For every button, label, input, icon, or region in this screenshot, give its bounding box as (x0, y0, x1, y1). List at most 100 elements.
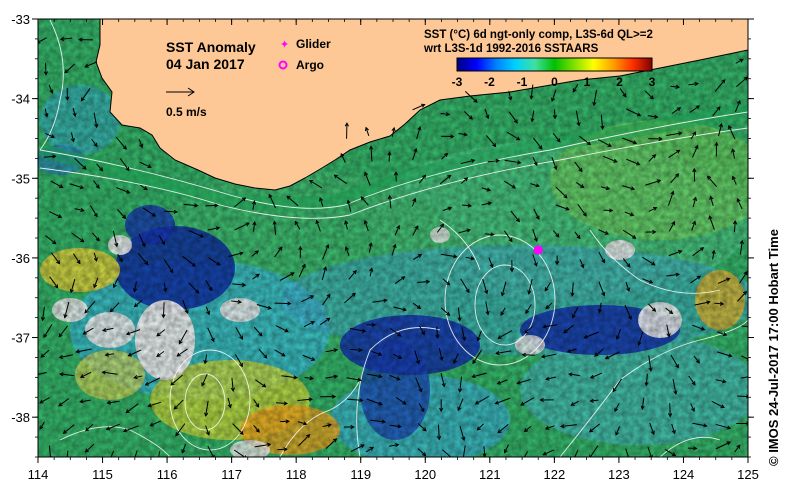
velocity-arrow (79, 399, 91, 404)
velocity-arrow (43, 154, 57, 159)
velocity-arrow (625, 281, 631, 293)
velocity-arrow (43, 63, 49, 76)
velocity-arrow (360, 196, 369, 206)
velocity-arrow (133, 299, 143, 308)
velocity-arrow (109, 302, 120, 313)
velocity-arrow (570, 282, 575, 297)
velocity-arrow (509, 259, 515, 273)
velocity-arrow (440, 307, 451, 316)
velocity-arrow (589, 372, 603, 379)
velocity-arrow (739, 270, 748, 284)
x-tick-label: 117 (221, 467, 242, 482)
velocity-arrow (488, 257, 494, 269)
velocity-arrow (325, 348, 339, 353)
velocity-arrow (333, 174, 347, 184)
velocity-arrow (255, 379, 267, 388)
velocity-arrow (614, 402, 620, 413)
velocity-arrow (322, 293, 331, 306)
velocity-arrow (460, 158, 476, 165)
velocity-arrow (645, 179, 662, 186)
velocity-arrow (40, 306, 46, 322)
velocity-arrow (84, 300, 96, 314)
velocity-arrow (459, 425, 466, 442)
velocity-arrow (256, 304, 272, 310)
x-tick-label: 115 (92, 467, 113, 482)
velocity-arrow (540, 353, 557, 359)
velocity-arrow (694, 300, 711, 306)
velocity-arrow (412, 302, 422, 310)
velocity-arrow (325, 374, 338, 379)
velocity-arrow (588, 423, 600, 433)
velocity-arrow (234, 197, 247, 208)
velocity-arrow (389, 424, 402, 429)
velocity-arrow (71, 232, 85, 243)
velocity-arrow (484, 232, 495, 237)
velocity-arrow (298, 263, 306, 278)
velocity-arrow (372, 298, 388, 303)
velocity-arrow (560, 424, 577, 429)
velocity-arrow (173, 399, 184, 410)
velocity-arrow (711, 249, 716, 260)
velocity-arrow (363, 219, 369, 232)
velocity-arrow (297, 397, 313, 402)
velocity-arrow (615, 426, 621, 436)
velocity-arrow (731, 148, 736, 159)
velocity-arrow (563, 324, 574, 334)
velocity-arrow (58, 398, 70, 407)
velocity-arrows (38, 36, 748, 457)
velocity-arrow (176, 348, 188, 357)
velocity-arrow (364, 126, 370, 136)
y-tick-label: -34 (11, 92, 30, 107)
velocity-arrow (417, 279, 431, 284)
velocity-arrow (716, 351, 733, 358)
coastal-band (38, 103, 748, 211)
velocity-arrow (84, 443, 95, 453)
velocity-arrow (504, 159, 522, 165)
velocity-arrow (73, 253, 81, 265)
velocity-arrow (579, 259, 585, 269)
velocity-arrow (369, 145, 374, 162)
plot-area (38, 19, 748, 457)
velocity-arrow (74, 207, 85, 213)
velocity-arrow (235, 327, 243, 340)
velocity-arrow (640, 397, 645, 410)
velocity-arrow (668, 149, 681, 158)
velocity-arrow (203, 354, 208, 365)
velocity-arrow (48, 211, 63, 218)
velocity-arrow (712, 106, 721, 117)
velocity-arrow (175, 423, 186, 437)
velocity-arrow (132, 281, 138, 293)
velocity-arrow (436, 424, 442, 441)
velocity-arrow (137, 252, 149, 266)
velocity-arrow (642, 278, 654, 284)
velocity-arrow (577, 204, 587, 217)
velocity-arrow (340, 152, 346, 163)
velocity-arrow (668, 220, 676, 232)
velocity-arrow (523, 426, 532, 433)
velocity-arrow (539, 397, 554, 403)
velocity-arrow (476, 330, 482, 342)
velocity-arrow (525, 304, 532, 314)
y-axis: -33-34-35-36-37-38 (11, 12, 754, 458)
velocity-arrow (59, 36, 73, 42)
colorbar-tick-label: 2 (616, 75, 623, 89)
velocity-arrow (481, 187, 492, 192)
velocity-arrow (75, 348, 92, 354)
scale-arrow-icon (166, 87, 195, 97)
velocity-arrow (597, 302, 603, 314)
velocity-arrow (457, 398, 464, 412)
velocity-arrow (149, 420, 161, 427)
velocity-arrow (576, 182, 585, 189)
velocity-arrow (302, 354, 316, 361)
velocity-arrow (485, 135, 497, 148)
velocity-arrow (367, 373, 383, 379)
velocity-arrow (708, 215, 715, 230)
x-axis: 114 115 116 117 118 119 120 121 122 123 124 125 (28, 19, 759, 482)
velocity-arrow (551, 89, 557, 102)
velocity-arrow (624, 211, 635, 217)
velocity-arrow (395, 396, 407, 405)
velocity-arrow (527, 278, 533, 295)
velocity-arrow (647, 114, 659, 119)
velocity-arrow (82, 327, 94, 335)
velocity-arrow (530, 183, 540, 188)
